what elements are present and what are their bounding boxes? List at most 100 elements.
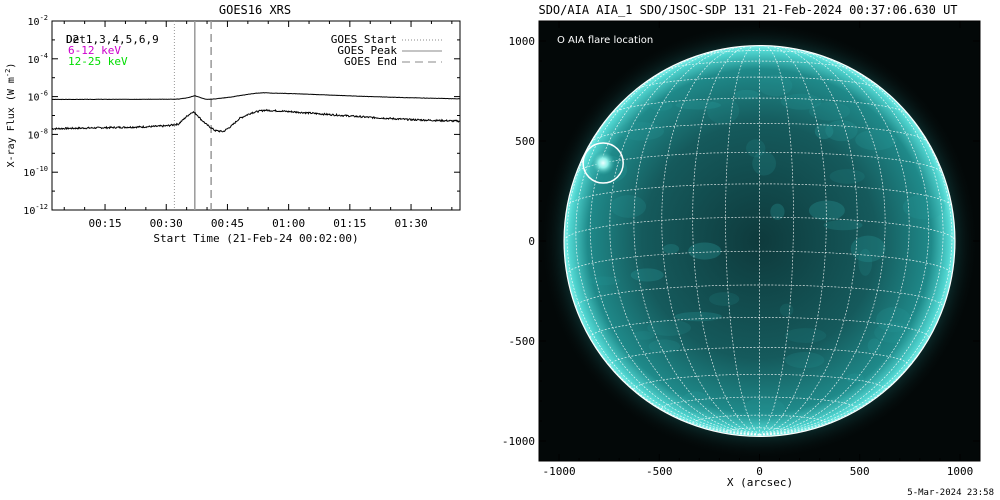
aia-grid-longitude <box>633 46 760 436</box>
goes-ytick-label: 10-12 <box>23 203 48 217</box>
aia-active-patch <box>675 100 721 110</box>
aia-xtick-label: -500 <box>646 465 673 478</box>
aia-ytick-label: -1000 <box>502 435 535 448</box>
aia-grid-longitude <box>589 49 760 436</box>
aia-active-patch <box>808 200 845 221</box>
goes-series-long <box>52 92 460 101</box>
aia-grid-longitude <box>759 45 827 436</box>
goes-ytick-label: 10-2 <box>28 14 48 28</box>
aia-active-patch <box>784 328 827 343</box>
aia-ytick-label: 1000 <box>509 35 536 48</box>
aia-active-patch <box>610 195 647 218</box>
aia-active-patch <box>784 352 825 369</box>
goes-xtick-label: 00:30 <box>150 217 183 230</box>
aia-grid-longitude <box>566 81 760 436</box>
aia-chart-title: SDO/AIA AIA_1 SDO/JSOC-SDP 131 21-Feb-20… <box>538 3 957 17</box>
aia-grid-latitude <box>609 347 910 366</box>
aia-active-patch <box>706 97 740 125</box>
aia-active-patch <box>829 169 865 184</box>
goes-y-axis: 10-12 10-10 10-8 10-6 10-4 10-2 <box>23 14 460 217</box>
aia-grid-latitude <box>664 60 855 71</box>
aia-active-patch <box>617 122 665 141</box>
aia-ytick-label: -500 <box>509 335 536 348</box>
aia-active-patch <box>663 244 680 254</box>
aia-active-patch <box>681 391 711 413</box>
aia-active-patch <box>814 123 834 140</box>
aia-active-patch <box>876 307 912 333</box>
aia-grid-longitude <box>661 46 760 436</box>
goes-chart-title: GOES16 XRS <box>219 3 291 17</box>
goes-x-axis-label: Start Time (21-Feb-24 00:02:00) <box>153 232 358 245</box>
aia-active-patch <box>688 242 722 260</box>
aia-x-axis-label: X (arcsec) <box>727 476 793 489</box>
legend-goes-end: GOES End <box>344 55 397 68</box>
goes-ytick-label: 10-10 <box>23 165 48 179</box>
aia-active-patch <box>823 219 863 231</box>
aia-active-patch <box>902 194 946 220</box>
aia-grid-longitude <box>759 46 858 436</box>
legend-det-label: Det1,3,4,5,6,9 <box>66 33 159 46</box>
aia-active-patch <box>850 235 886 263</box>
aia-grid-longitude <box>759 45 794 436</box>
aia-grid-latitude <box>696 50 823 57</box>
legend-goes-start: GOES Start <box>331 33 397 46</box>
aia-xtick-label: 1000 <box>947 465 974 478</box>
legend-12-25kev: 12-25 keV <box>68 55 128 68</box>
aia-heliographic-grid <box>563 44 956 438</box>
aia-active-patch <box>855 129 897 151</box>
goes-ytick-label: 10-4 <box>28 52 48 66</box>
aia-active-patch <box>647 319 691 336</box>
aia-active-patch <box>674 311 722 322</box>
aia-grid-longitude <box>759 81 953 436</box>
aia-flare-group <box>582 142 624 184</box>
goes-ytick-label: 10-8 <box>28 127 48 141</box>
goes-xtick-label: 00:45 <box>211 217 244 230</box>
aia-grid-latitude <box>590 123 929 143</box>
aia-grid-longitude <box>725 45 760 436</box>
footer-timestamp: 5-Mar-2024 23:58 <box>907 488 994 498</box>
goes-series-group <box>51 92 460 133</box>
goes-xtick-label: 01:15 <box>333 217 366 230</box>
goes-x-axis: 00:15 00:30 00:45 01:00 01:15 01:30 <box>63 21 453 230</box>
aia-active-patch <box>734 89 759 100</box>
aia-flare-location-circle <box>582 142 624 184</box>
legend-goes-peak: GOES Peak <box>337 44 397 57</box>
aia-xtick-label: 0 <box>756 465 763 478</box>
legend-det-overlay: D2 <box>66 33 79 46</box>
aia-active-patch <box>858 248 873 276</box>
goes-xtick-label: 01:00 <box>272 217 305 230</box>
aia-grid-longitude <box>692 45 760 436</box>
aia-grid-longitude <box>609 47 760 436</box>
aia-limb <box>563 44 956 438</box>
aia-active-patch <box>630 268 664 282</box>
goes-legend-left: D2 Det1,3,4,5,6,9 6-12 keV 12-25 keV <box>66 33 159 68</box>
aia-active-patch <box>779 303 794 317</box>
aia-active-patch <box>633 330 655 340</box>
goes-xtick-label: 01:30 <box>394 217 427 230</box>
goes-legend-right: GOES Start GOES Peak GOES End <box>331 33 442 68</box>
aia-active-patch <box>770 203 785 220</box>
aia-active-patch <box>780 93 822 110</box>
aia-active-patch <box>742 397 786 421</box>
aia-active-patch <box>867 338 882 353</box>
aia-legend: O AIA flare location <box>557 35 653 46</box>
aia-active-patch <box>758 74 793 97</box>
goes-series-short <box>51 108 460 133</box>
goes-xtick-label: 00:15 <box>88 217 121 230</box>
aia-xtick-label: -1000 <box>542 465 575 478</box>
goes-xrs-chart: GOES16 XRS 10-12 10-10 10-8 10-6 10-4 10-2 00… <box>4 3 461 245</box>
aia-xtick-label: 500 <box>850 465 870 478</box>
aia-grid-longitude <box>759 49 930 436</box>
aia-active-patch <box>825 120 858 142</box>
aia-active-patch <box>648 339 681 354</box>
aia-grid-longitude <box>759 55 944 436</box>
aia-ytick-label: 0 <box>528 235 535 248</box>
aia-image-panel: SDO/AIA AIA_1 SDO/JSOC-SDP 131 21-Feb-20… <box>502 3 981 489</box>
goes-ytick-label: 10-6 <box>28 90 48 104</box>
aia-active-patch <box>874 322 914 343</box>
aia-grid-longitude <box>759 46 886 436</box>
aia-active-patch <box>708 292 740 306</box>
goes-y-axis-label: X-ray Flux (W m-2) <box>4 63 17 168</box>
aia-axes: -1000 -500 0 500 1000 -1000 -500 0 500 1000 <box>502 21 980 478</box>
aia-active-patch <box>746 139 766 158</box>
